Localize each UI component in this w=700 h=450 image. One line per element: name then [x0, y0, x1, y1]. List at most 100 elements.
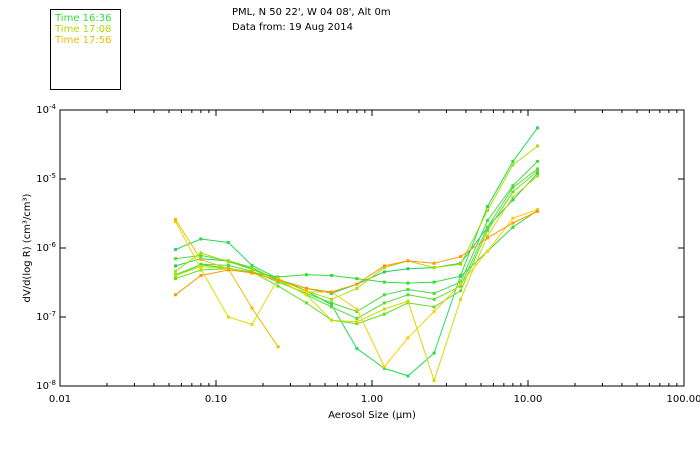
- data-point: [173, 217, 177, 221]
- data-point: [173, 220, 177, 224]
- data-point: [173, 277, 177, 281]
- data-point: [304, 290, 308, 294]
- y-tick-label: 10-5: [36, 172, 56, 185]
- data-point: [382, 280, 386, 284]
- data-point: [535, 172, 539, 176]
- data-point: [250, 267, 254, 271]
- data-point: [329, 318, 333, 322]
- data-point: [432, 351, 436, 355]
- data-point: [535, 208, 539, 212]
- data-point: [226, 260, 230, 264]
- y-axis-ticks: 10-8 10-7 10-6 10-5 10-4: [36, 103, 684, 392]
- data-point: [329, 303, 333, 307]
- data-point: [406, 267, 410, 271]
- x-tick-label: 0.10: [205, 394, 227, 405]
- data-point: [304, 273, 308, 277]
- x-minor-ticks: [106, 110, 678, 386]
- data-point: [432, 266, 436, 270]
- data-point: [226, 241, 230, 245]
- data-point: [535, 126, 539, 130]
- data-point: [199, 253, 203, 257]
- chart-title: PML, N 50 22', W 04 08', Alt 0m: [232, 7, 391, 18]
- data-point: [382, 301, 386, 305]
- data-point: [432, 305, 436, 309]
- data-point: [355, 277, 359, 281]
- y-tick-label: 10-7: [36, 310, 56, 323]
- data-point: [382, 264, 386, 268]
- series-s4: [173, 159, 539, 314]
- x-tick-label: 100.00: [667, 394, 700, 405]
- y-tick-label: 10-8: [36, 379, 56, 392]
- data-point: [511, 225, 515, 229]
- data-point: [199, 267, 203, 271]
- data-point: [355, 286, 359, 290]
- y-tick-label: 10-6: [36, 241, 56, 254]
- data-point: [432, 297, 436, 301]
- data-point: [511, 184, 515, 188]
- data-point: [459, 262, 463, 266]
- data-point: [250, 306, 254, 310]
- data-point: [355, 322, 359, 326]
- data-point: [199, 258, 203, 262]
- data-point: [535, 167, 539, 171]
- series-line: [175, 145, 538, 300]
- data-point: [173, 293, 177, 297]
- data-point: [173, 248, 177, 252]
- data-point: [226, 263, 230, 267]
- data-point: [355, 320, 359, 324]
- series-line: [175, 210, 538, 296]
- data-point: [535, 159, 539, 163]
- data-point: [432, 379, 436, 383]
- legend-box: Time 16:36 Time 17:08 Time 17:56: [50, 9, 121, 90]
- legend-entry-time-1636: Time 16:36: [55, 13, 112, 24]
- series-s1: [173, 126, 539, 378]
- data-point: [329, 297, 333, 301]
- data-point: [199, 237, 203, 241]
- data-point: [226, 315, 230, 319]
- data-point: [355, 317, 359, 321]
- data-point: [382, 293, 386, 297]
- x-axis-ticks: 0.01 0.10 1.00 10.00 100.00: [49, 110, 700, 405]
- data-point: [276, 277, 280, 281]
- data-point: [382, 365, 386, 369]
- data-point: [329, 301, 333, 305]
- data-point: [459, 284, 463, 288]
- data-point: [511, 186, 515, 190]
- data-point: [511, 216, 515, 220]
- data-point: [432, 310, 436, 314]
- data-point: [511, 195, 515, 199]
- series-layer: [173, 126, 539, 383]
- x-axis-label: Aerosol Size (µm): [328, 410, 416, 421]
- data-point: [485, 234, 489, 238]
- data-point: [511, 190, 515, 194]
- data-point: [382, 312, 386, 316]
- data-point: [535, 169, 539, 173]
- data-point: [485, 249, 489, 253]
- data-point: [535, 144, 539, 148]
- chart-subtitle: Data from: 19 Aug 2014: [232, 22, 353, 33]
- data-point: [250, 263, 254, 267]
- x-tick-label: 1.00: [361, 394, 383, 405]
- data-point: [406, 374, 410, 378]
- data-point: [485, 228, 489, 232]
- data-point: [250, 322, 254, 326]
- data-point: [485, 204, 489, 208]
- data-point: [485, 225, 489, 229]
- data-point: [382, 366, 386, 370]
- series-s2: [173, 208, 539, 285]
- data-point: [199, 273, 203, 277]
- data-point: [485, 208, 489, 212]
- data-point: [250, 266, 254, 270]
- data-point: [304, 301, 308, 305]
- series-line: [175, 127, 538, 377]
- data-point: [355, 346, 359, 350]
- data-point: [406, 293, 410, 297]
- series-s10: [173, 217, 280, 349]
- data-point: [432, 291, 436, 295]
- data-point: [276, 280, 280, 284]
- data-point: [535, 209, 539, 213]
- data-point: [511, 159, 515, 163]
- series-s12: [173, 209, 539, 297]
- data-point: [459, 289, 463, 293]
- data-point: [406, 299, 410, 303]
